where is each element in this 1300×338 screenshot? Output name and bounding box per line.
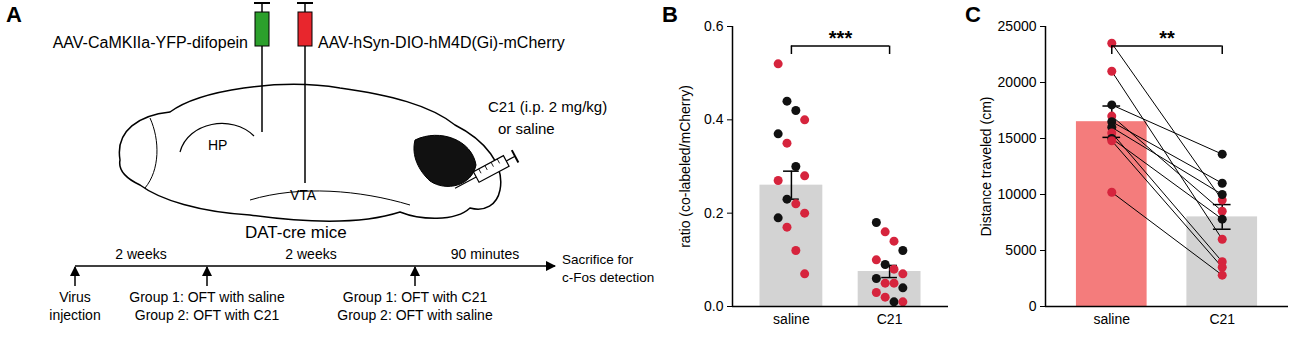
svg-text:20000: 20000 bbox=[998, 74, 1037, 90]
svg-text:AAV-hSyn-DIO-hM4D(Gi)-mCherry: AAV-hSyn-DIO-hM4D(Gi)-mCherry bbox=[318, 34, 565, 51]
svg-text:C21 (i.p. 2 mg/kg): C21 (i.p. 2 mg/kg) bbox=[488, 98, 607, 115]
svg-text:0.0: 0.0 bbox=[704, 298, 724, 314]
svg-text:Virus: Virus bbox=[59, 289, 91, 305]
html-text:A: A bbox=[6, 2, 22, 27]
svg-text:5000: 5000 bbox=[1005, 242, 1036, 258]
svg-text:saline: saline bbox=[773, 311, 810, 327]
svg-text:HP: HP bbox=[208, 137, 227, 153]
svg-text:or saline: or saline bbox=[498, 120, 555, 137]
svg-text:90 minutes: 90 minutes bbox=[451, 246, 519, 262]
svg-text:Distance traveled (cm): Distance traveled (cm) bbox=[978, 96, 994, 236]
svg-text:2 weeks: 2 weeks bbox=[115, 246, 166, 262]
svg-text:VTA: VTA bbox=[290, 187, 317, 203]
svg-text:c-Fos detection: c-Fos detection bbox=[562, 270, 654, 285]
svg-text:Group 1: OFT with saline: Group 1: OFT with saline bbox=[129, 289, 285, 305]
svg-text:DAT-cre mice: DAT-cre mice bbox=[245, 223, 347, 242]
html-text:B: B bbox=[662, 2, 678, 27]
svg-text:C21: C21 bbox=[1209, 311, 1235, 327]
svg-text:injection: injection bbox=[49, 307, 100, 323]
svg-text:AAV-CaMKIIa-YFP-difopein: AAV-CaMKIIa-YFP-difopein bbox=[53, 34, 248, 51]
svg-text:0.2: 0.2 bbox=[704, 205, 724, 221]
svg-text:10000: 10000 bbox=[998, 186, 1037, 202]
svg-text:Group 1: OFT with C21: Group 1: OFT with C21 bbox=[343, 289, 488, 305]
svg-text:25000: 25000 bbox=[998, 18, 1037, 34]
svg-text:Group 2: OFT with saline: Group 2: OFT with saline bbox=[337, 307, 493, 323]
svg-text:Sacrifice for: Sacrifice for bbox=[562, 252, 634, 267]
svg-text:0.6: 0.6 bbox=[704, 18, 724, 34]
svg-text:15000: 15000 bbox=[998, 130, 1037, 146]
svg-text:0: 0 bbox=[1029, 298, 1037, 314]
svg-text:ratio (co-labeled/mCherry): ratio (co-labeled/mCherry) bbox=[677, 85, 693, 248]
svg-text:C21: C21 bbox=[877, 311, 903, 327]
html-text:C: C bbox=[965, 2, 981, 27]
svg-text:0.4: 0.4 bbox=[704, 111, 724, 127]
svg-text:saline: saline bbox=[1093, 311, 1130, 327]
svg-text:2 weeks: 2 weeks bbox=[285, 246, 336, 262]
svg-text:Group 2: OFT with C21: Group 2: OFT with C21 bbox=[135, 307, 280, 323]
svg-text:**: ** bbox=[1159, 27, 1175, 49]
svg-text:***: *** bbox=[829, 27, 853, 49]
